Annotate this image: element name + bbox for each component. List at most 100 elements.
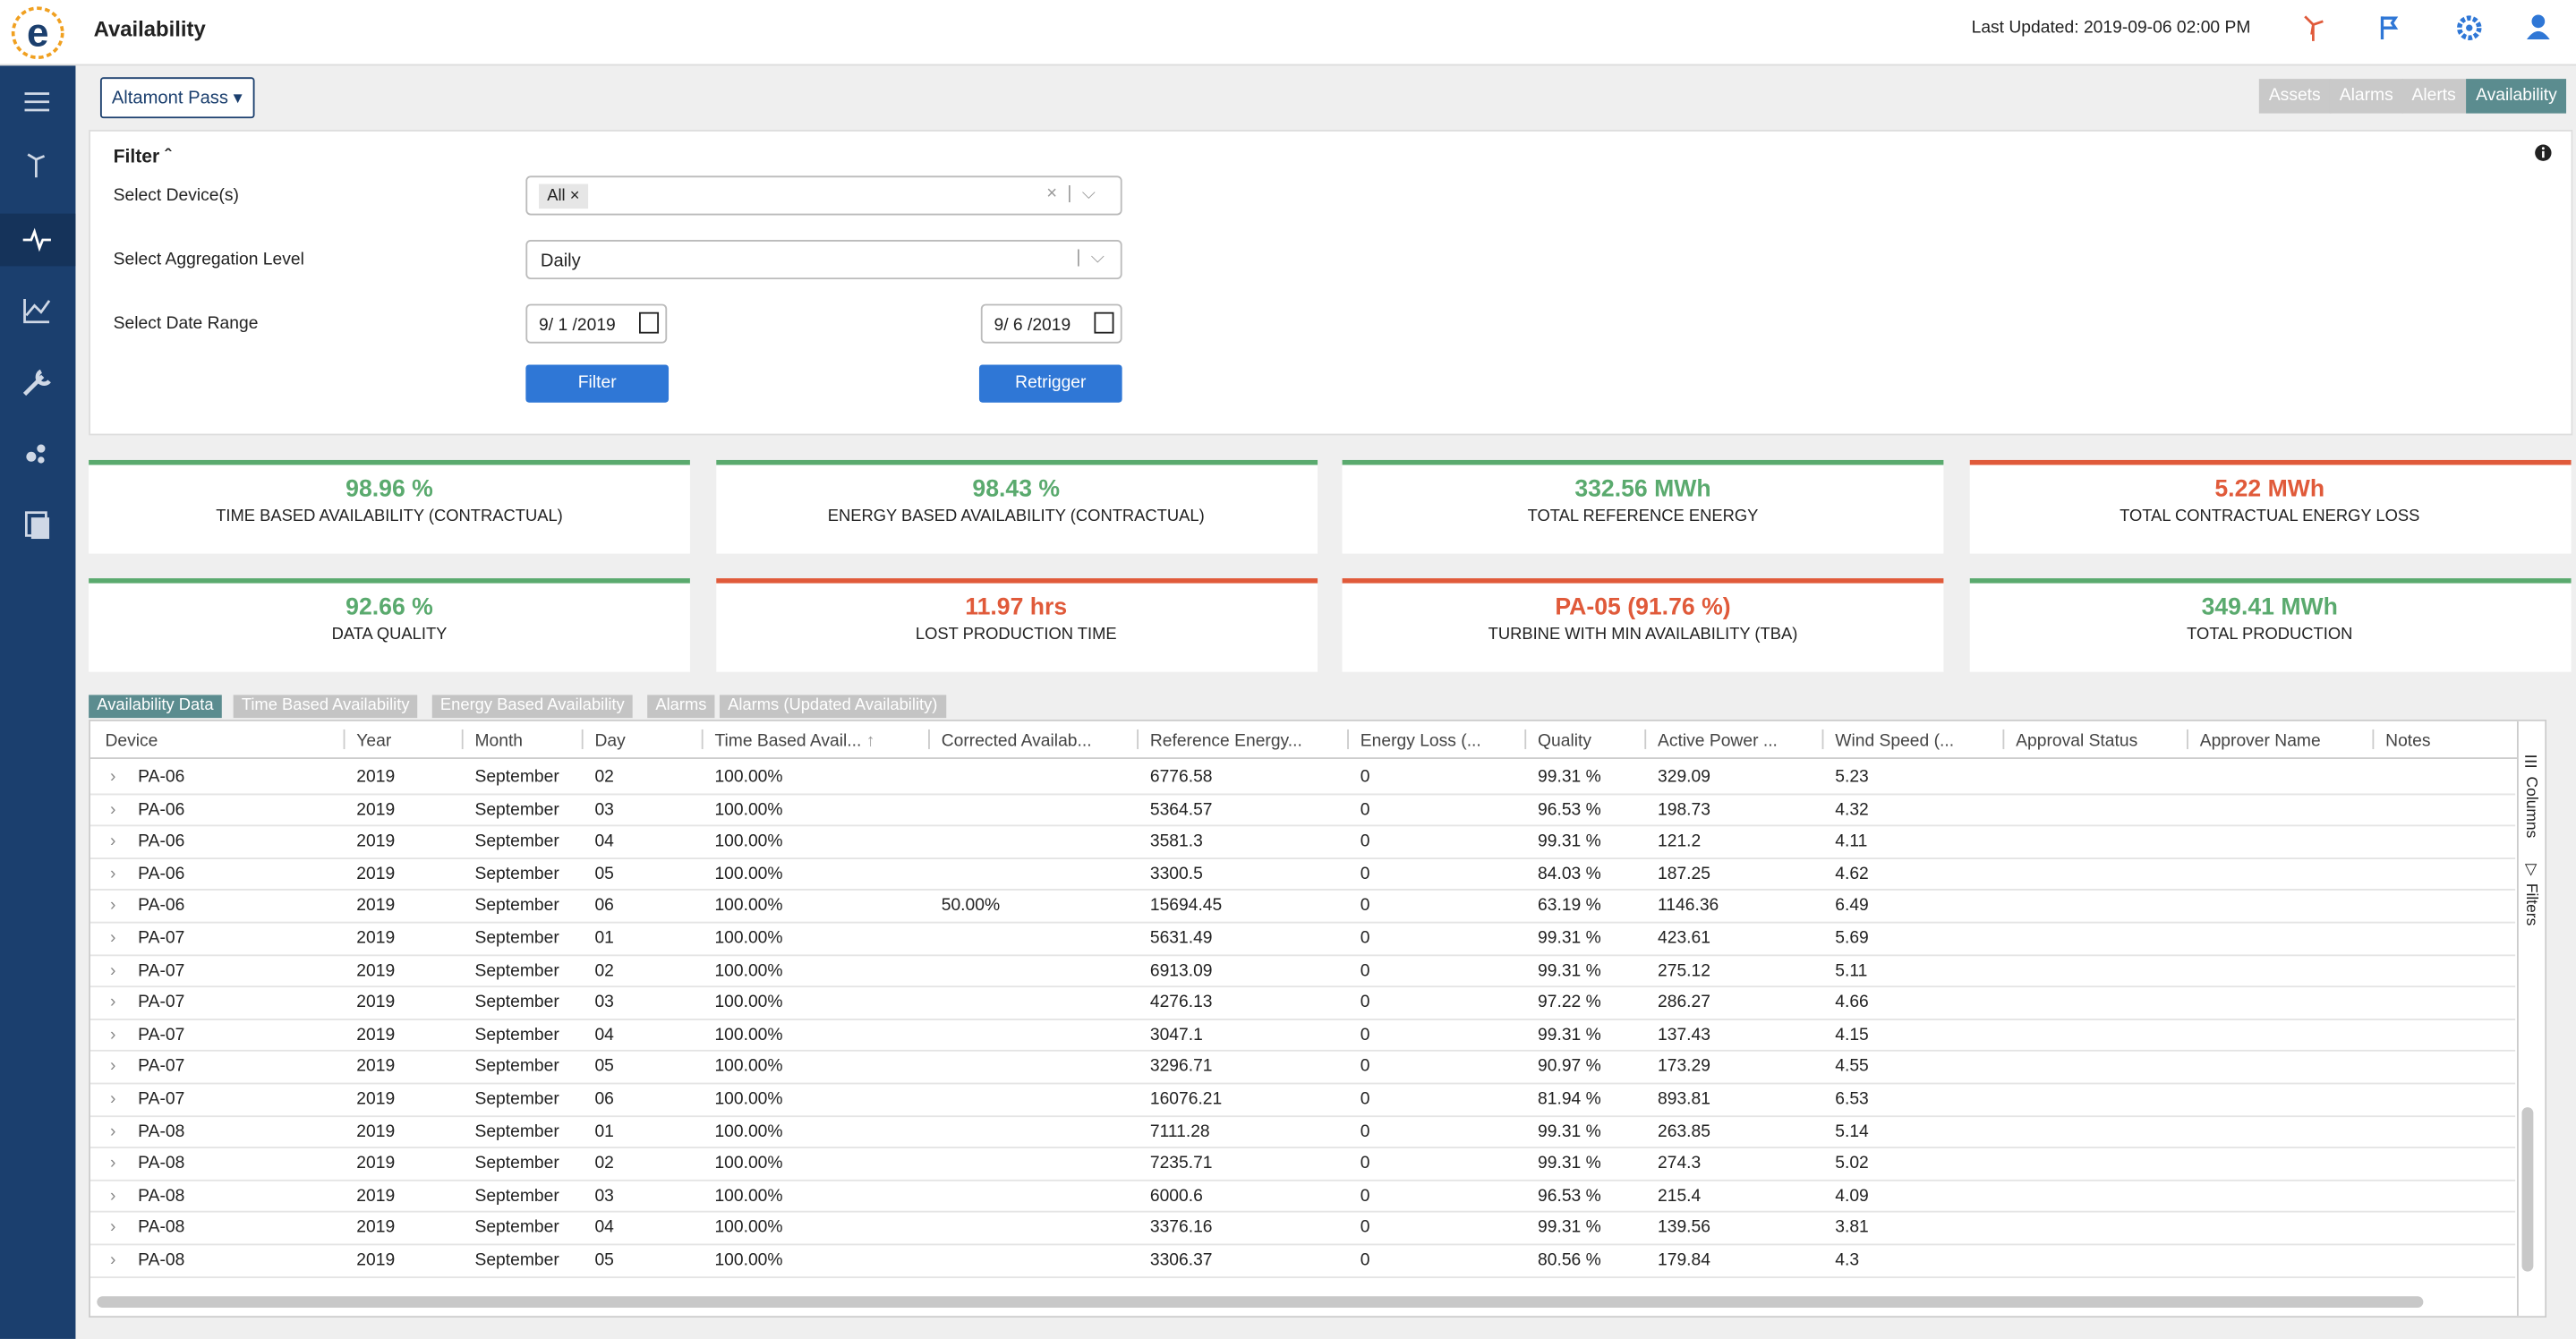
cell: 5364.57 bbox=[1149, 799, 1213, 820]
nav-tab[interactable]: Alarms bbox=[2329, 79, 2403, 114]
cell: September bbox=[474, 896, 559, 917]
filter-panel: Filter ˆ Select Device(s) All × × | ⌵ Se… bbox=[89, 130, 2573, 436]
cell: 0 bbox=[1360, 1121, 1370, 1141]
info-icon[interactable] bbox=[2533, 143, 2553, 163]
retrigger-button[interactable]: Retrigger bbox=[978, 364, 1122, 403]
table-tab[interactable]: Availability Data bbox=[89, 695, 222, 719]
grid-row[interactable]: › PA-07 2019 September 02 100.00% 6913.09 0 99.3… bbox=[90, 954, 2516, 988]
cell: 03 bbox=[594, 1185, 614, 1206]
cell: September bbox=[474, 1249, 559, 1270]
cell: 100.00% bbox=[714, 960, 783, 981]
columns-panel[interactable]: ☰ Columns bbox=[2521, 754, 2540, 839]
column-header[interactable]: Quality bbox=[1538, 730, 1592, 751]
cell: 4.62 bbox=[1835, 864, 1869, 884]
cell: PA-08 bbox=[138, 1121, 185, 1141]
cell: 2019 bbox=[356, 1249, 396, 1270]
cell: 04 bbox=[594, 1024, 614, 1045]
kpi-card: 332.56 MWh TOTAL REFERENCE ENERGY bbox=[1342, 459, 1944, 554]
site-dropdown[interactable]: Altamont Pass ▾ bbox=[99, 77, 254, 119]
column-header[interactable]: Time Based Avail... ↑ bbox=[714, 730, 875, 751]
filters-panel[interactable]: ▽ Filters bbox=[2521, 860, 2540, 926]
column-header[interactable]: Approver Name bbox=[2199, 730, 2321, 751]
nav-tab[interactable]: Availability bbox=[2466, 79, 2567, 114]
column-header[interactable]: Corrected Availab... bbox=[941, 730, 1092, 751]
grid-row[interactable]: › PA-06 2019 September 02 100.00% 6776.58 0 99.3… bbox=[90, 761, 2516, 795]
column-header[interactable]: Day bbox=[594, 730, 626, 751]
grid-row[interactable]: › PA-07 2019 September 06 100.00% 16076.21 0 81.… bbox=[90, 1083, 2516, 1117]
device-select[interactable]: All × × | ⌵ bbox=[525, 175, 1122, 216]
grid-row[interactable]: › PA-08 2019 September 03 100.00% 6000.6 0 96.53… bbox=[90, 1180, 2516, 1214]
last-updated: Last Updated: 2019-09-06 02:00 PM bbox=[1971, 18, 2251, 38]
cell: 187.25 bbox=[1658, 864, 1710, 884]
turbine-icon[interactable] bbox=[2300, 13, 2326, 43]
end-date-value: 9/ 6 /2019 bbox=[994, 315, 1071, 336]
kpi-value: 92.66 % bbox=[345, 593, 433, 620]
cell: 5.23 bbox=[1835, 767, 1869, 788]
column-header[interactable]: Approval Status bbox=[2016, 730, 2138, 751]
cell: PA-06 bbox=[138, 799, 185, 820]
nav-tab[interactable]: Alerts bbox=[2401, 79, 2466, 114]
device-chip: All bbox=[547, 187, 566, 206]
h-scrollbar[interactable] bbox=[97, 1296, 2424, 1309]
expand-icon: › bbox=[109, 767, 116, 788]
column-header[interactable]: Energy Loss (... bbox=[1360, 730, 1481, 751]
settings-icon[interactable] bbox=[2454, 13, 2484, 43]
table-tab[interactable]: Alarms bbox=[647, 695, 715, 719]
grid-row[interactable]: › PA-08 2019 September 02 100.00% 7235.71 0 99.3… bbox=[90, 1147, 2516, 1181]
cell: 2019 bbox=[356, 832, 396, 852]
column-header[interactable]: Month bbox=[474, 730, 524, 751]
cell: 5.14 bbox=[1835, 1121, 1869, 1141]
column-divider bbox=[2002, 729, 2005, 749]
grid-row[interactable]: › PA-06 2019 September 04 100.00% 3581.3 0 99.31… bbox=[90, 825, 2516, 859]
column-header[interactable]: Notes bbox=[2385, 730, 2431, 751]
grid-row[interactable]: › PA-08 2019 September 04 100.00% 3376.16 0 99.3… bbox=[90, 1211, 2516, 1246]
cell: 215.4 bbox=[1658, 1185, 1702, 1206]
sidebar-icons[interactable] bbox=[0, 65, 76, 559]
flag-icon[interactable] bbox=[2377, 13, 2407, 43]
cell: 7235.71 bbox=[1149, 1153, 1213, 1173]
cell: 329.09 bbox=[1658, 767, 1710, 788]
filter-button[interactable]: Filter bbox=[525, 364, 670, 403]
grid-row[interactable]: › PA-07 2019 September 03 100.00% 4276.13 0 97.2… bbox=[90, 986, 2516, 1020]
grid-row[interactable]: › PA-07 2019 September 04 100.00% 3047.1 0 99.31… bbox=[90, 1019, 2516, 1053]
start-date-value: 9/ 1 /2019 bbox=[539, 315, 616, 336]
column-header[interactable]: Wind Speed (... bbox=[1835, 730, 1955, 751]
grid-row[interactable]: › PA-07 2019 September 01 100.00% 5631.49 0 99.3… bbox=[90, 922, 2516, 956]
aggregation-value: Daily bbox=[540, 251, 581, 271]
table-tab[interactable]: Alarms (Updated Availability) bbox=[719, 695, 946, 719]
cell: 100.00% bbox=[714, 799, 783, 820]
column-header[interactable]: Year bbox=[356, 730, 392, 751]
expand-icon: › bbox=[109, 1121, 116, 1141]
column-header[interactable]: Active Power ... bbox=[1658, 730, 1778, 751]
v-scrollbar[interactable] bbox=[2521, 1107, 2534, 1272]
expand-icon: › bbox=[109, 1153, 116, 1173]
table-tab[interactable]: Energy Based Availability bbox=[431, 695, 633, 719]
aggregation-select[interactable]: Daily | ⌵ bbox=[525, 239, 1122, 280]
cell: PA-06 bbox=[138, 832, 185, 852]
filter-title[interactable]: Filter ˆ bbox=[113, 148, 172, 168]
grid-row[interactable]: › PA-08 2019 September 05 100.00% 3306.37 0 80.5… bbox=[90, 1243, 2516, 1278]
column-divider bbox=[2187, 729, 2188, 749]
grid-row[interactable]: › PA-06 2019 September 03 100.00% 5364.57 0 96.5… bbox=[90, 793, 2516, 827]
end-date[interactable]: 9/ 6 /2019 bbox=[980, 303, 1122, 344]
cell: 0 bbox=[1360, 960, 1370, 981]
cell: 0 bbox=[1360, 767, 1370, 788]
grid-row[interactable]: › PA-08 2019 September 01 100.00% 7111.28 0 99.3… bbox=[90, 1115, 2516, 1149]
column-header[interactable]: Device bbox=[105, 730, 158, 751]
cell: PA-06 bbox=[138, 767, 185, 788]
start-date[interactable]: 9/ 1 /2019 bbox=[525, 303, 668, 344]
cell: 0 bbox=[1360, 1056, 1370, 1077]
cell: 0 bbox=[1360, 1153, 1370, 1173]
cell: 04 bbox=[594, 1217, 614, 1238]
expand-icon: › bbox=[109, 832, 116, 852]
cell: 97.22 % bbox=[1538, 992, 1601, 1013]
user-icon[interactable] bbox=[2525, 13, 2551, 43]
expand-icon: › bbox=[109, 1185, 116, 1206]
kpi-card: 5.22 MWh TOTAL CONTRACTUAL ENERGY LOSS bbox=[1968, 459, 2571, 554]
nav-tab[interactable]: Assets bbox=[2258, 79, 2331, 114]
column-header[interactable]: Reference Energy... bbox=[1149, 730, 1302, 751]
grid-row[interactable]: › PA-06 2019 September 05 100.00% 3300.5 0 84.03… bbox=[90, 857, 2516, 891]
grid-row[interactable]: › PA-07 2019 September 05 100.00% 3296.71 0 90.9… bbox=[90, 1051, 2516, 1085]
table-tab[interactable]: Time Based Availability bbox=[233, 695, 418, 719]
grid-row[interactable]: › PA-06 2019 September 06 100.00% 50.00% 15694.… bbox=[90, 890, 2516, 924]
